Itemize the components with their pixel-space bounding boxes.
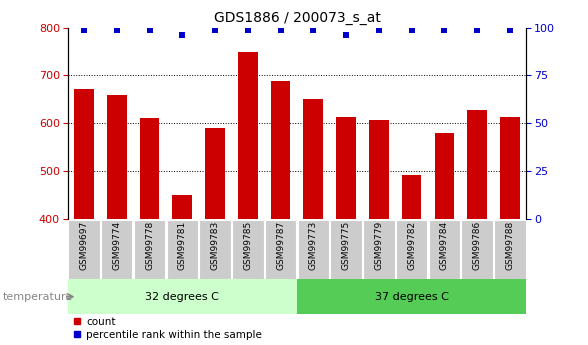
Point: [505, 27, 514, 32]
Text: GSM99774: GSM99774: [112, 221, 121, 270]
Point: [374, 27, 383, 32]
Text: GSM99782: GSM99782: [407, 221, 416, 270]
Bar: [330, 220, 362, 279]
Text: GSM99779: GSM99779: [375, 221, 383, 270]
Text: GSM99787: GSM99787: [276, 221, 285, 270]
Bar: [467, 110, 487, 219]
Text: temperature: temperature: [3, 292, 73, 302]
Bar: [435, 133, 454, 219]
Point: [145, 27, 154, 32]
Bar: [298, 220, 329, 279]
Point: [79, 27, 89, 32]
Bar: [134, 220, 165, 279]
Bar: [462, 220, 493, 279]
Bar: [429, 220, 460, 279]
Bar: [68, 220, 100, 279]
Bar: [494, 220, 526, 279]
Text: GSM99697: GSM99697: [79, 221, 89, 270]
Bar: [199, 220, 230, 279]
Text: GSM99788: GSM99788: [505, 221, 514, 270]
Bar: [205, 128, 225, 219]
Bar: [172, 195, 192, 219]
Bar: [402, 175, 422, 219]
Bar: [363, 220, 395, 279]
Bar: [303, 99, 323, 219]
Bar: [369, 119, 389, 219]
Bar: [68, 279, 297, 314]
Text: GSM99773: GSM99773: [309, 221, 318, 270]
Point: [112, 27, 122, 32]
Point: [472, 27, 482, 32]
Bar: [270, 81, 290, 219]
Bar: [140, 118, 159, 219]
Bar: [232, 220, 263, 279]
Bar: [265, 220, 296, 279]
Text: GSM99786: GSM99786: [473, 221, 482, 270]
Text: GSM99783: GSM99783: [211, 221, 219, 270]
Text: 37 degrees C: 37 degrees C: [375, 292, 449, 302]
Legend: count, percentile rank within the sample: count, percentile rank within the sample: [73, 317, 262, 340]
Bar: [396, 220, 427, 279]
Bar: [238, 52, 258, 219]
Bar: [336, 117, 356, 219]
Point: [440, 27, 449, 32]
Text: 32 degrees C: 32 degrees C: [145, 292, 219, 302]
Bar: [500, 117, 520, 219]
Point: [407, 27, 416, 32]
Bar: [107, 95, 126, 219]
Point: [243, 27, 252, 32]
Point: [309, 27, 318, 32]
Bar: [74, 89, 94, 219]
Text: GSM99781: GSM99781: [178, 221, 187, 270]
Point: [276, 27, 285, 32]
Text: GSM99784: GSM99784: [440, 221, 449, 270]
Title: GDS1886 / 200073_s_at: GDS1886 / 200073_s_at: [213, 11, 380, 25]
Bar: [297, 279, 526, 314]
Text: GSM99778: GSM99778: [145, 221, 154, 270]
Point: [178, 32, 187, 38]
Point: [342, 32, 351, 38]
Bar: [101, 220, 132, 279]
Bar: [166, 220, 198, 279]
Text: GSM99785: GSM99785: [243, 221, 252, 270]
Text: GSM99775: GSM99775: [342, 221, 350, 270]
Point: [211, 27, 220, 32]
